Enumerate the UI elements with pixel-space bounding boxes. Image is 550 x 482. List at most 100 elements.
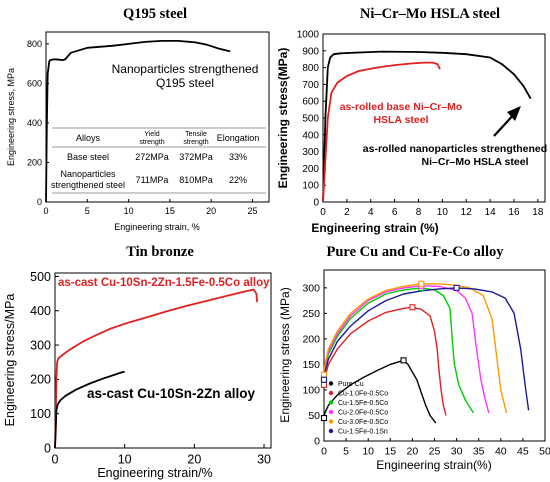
x-tick-label: 12 (461, 207, 473, 218)
annotation-text: Ni–Cr–Mo HSLA steel (422, 156, 529, 168)
y-tick-label: 300 (302, 283, 320, 295)
series-line-0 (323, 359, 437, 424)
x-tick-label: 0 (52, 453, 59, 467)
annotation-text: Nanoparticles strengthened (112, 62, 259, 76)
y-tick-label: 600 (302, 97, 319, 108)
legend-label: Cu-1.0Fe-0.5Co (338, 391, 388, 398)
legend-label: Pure Cu (338, 381, 364, 388)
y-tick-label: 150 (302, 359, 320, 371)
legend-label: Cu-3.0Fe-0.5Co (338, 419, 388, 426)
table-cell: 272MPa (135, 152, 169, 162)
table-header: Yield (144, 131, 159, 138)
x-axis-label: Engineering strain/% (97, 466, 212, 480)
y-tick-label: 50 (308, 410, 320, 422)
panel-pure-cu: Pure Cu and Cu-Fe-Co alloy 0 5 10 15 20 25 30 3… (275, 241, 550, 482)
x-axis-label: Engineering strain(%) (376, 458, 491, 472)
table-cell: 372MPa (179, 152, 213, 162)
x-tick-label: 16 (508, 207, 520, 218)
y-tick-label: 400 (30, 304, 51, 318)
x-tick-label: 30 (451, 446, 463, 458)
legend-swatch (328, 419, 334, 424)
chart-title: Ni–Cr–Mo HSLA steel (359, 6, 501, 22)
y-tick-label: 100 (30, 407, 51, 421)
y-axis-label: Engineering stress/MPa (3, 294, 17, 427)
series-label: as-cast Cu-10Sn-2Zn alloy (87, 386, 256, 401)
series-line-0 (54, 288, 258, 449)
data-marker (320, 376, 328, 383)
chart-title: Q195 steel (122, 6, 188, 22)
x-tick-label: 20 (407, 446, 419, 458)
x-tick-label: 20 (187, 453, 201, 467)
x-tick-label: 8 (416, 207, 422, 218)
y-tick-label: 400 (302, 130, 319, 141)
x-tick-label: 0 (321, 446, 327, 458)
series-line-0 (322, 50, 532, 203)
chart-q195: 0 5 10 15 20 25 0 200 400 600 800 Engineering strai… (6, 31, 270, 232)
y-tick-label: 500 (302, 114, 319, 125)
y-tick-label: 900 (302, 46, 319, 57)
x-tick-label: 18 (532, 207, 544, 218)
x-tick-label: 50 (539, 446, 550, 458)
x-tick-label: 25 (247, 206, 257, 216)
y-tick-label: 0 (37, 197, 42, 207)
x-tick-label: 45 (517, 446, 529, 458)
x-tick-label: 5 (343, 446, 349, 458)
table-header: Elongation (217, 133, 260, 143)
y-tick-label: 800 (27, 39, 42, 49)
legend-label: Cu-1.5Fe-0.1Sn (338, 429, 388, 436)
legend-label: Cu-2.0Fe-0.5Co (338, 410, 388, 417)
x-tick-label: 10 (124, 206, 134, 216)
table-cell: 810MPa (179, 175, 213, 185)
x-tick-label: 10 (362, 446, 374, 458)
x-tick-label: 4 (368, 207, 374, 218)
y-axis-label: Engineering stress, MPa (6, 68, 16, 166)
y-axis-label: Engineering stress (MPa) (278, 287, 292, 422)
plot-frame (45, 31, 270, 203)
data-marker (409, 304, 416, 311)
data-marker (400, 357, 407, 364)
x-tick-label: 15 (384, 446, 396, 458)
x-tick-label: 10 (437, 207, 449, 218)
legend-swatch (328, 409, 334, 415)
y-tick-label: 700 (302, 80, 319, 91)
x-tick-label: 0 (320, 207, 326, 218)
panel-tinbronze: Tin bronze 0 10 20 30 0 100 200 300 400 500 Engine… (0, 241, 275, 482)
x-tick-label: 14 (485, 207, 497, 218)
y-tick-label: 200 (302, 164, 319, 175)
x-tick-label: 5 (85, 206, 90, 216)
chart-title: Pure Cu and Cu-Fe-Co alloy (326, 244, 504, 260)
annotation-arrowhead (507, 106, 521, 121)
x-axis-label: Engineering strain (%) (311, 221, 438, 235)
annotation-text: HSLA steel (373, 114, 428, 126)
series-label: as-cast Cu-10Sn-2Zn-1.5Fe-0.5Co alloy (58, 277, 270, 289)
table-cell: 711MPa (136, 175, 169, 185)
y-tick-label: 200 (302, 334, 320, 346)
y-tick-label: 300 (302, 147, 319, 158)
y-tick-label: 800 (302, 63, 319, 74)
series-line-1 (322, 61, 441, 203)
y-tick-label: 200 (27, 158, 42, 168)
chart-nicrmo: 0 2 4 6 8 10 12 14 16 18 0 100 200 300 400 500 600 700 800… (276, 30, 547, 236)
table-cell: strengthened steel (51, 180, 125, 190)
x-tick-label: 30 (257, 453, 271, 467)
x-tick-label: 35 (473, 446, 485, 458)
chart-title: Tin bronze (126, 244, 194, 260)
table-header: Tensile (185, 131, 207, 138)
data-marker (453, 284, 460, 291)
data-marker (418, 280, 425, 287)
annotation-text: as-rolled base Ni–Cr–Mo (340, 101, 463, 113)
y-tick-label: 500 (30, 270, 51, 284)
x-tick-label: 2 (344, 207, 350, 218)
series-line-5 (323, 287, 530, 411)
data-marker (320, 414, 328, 422)
x-tick-label: 6 (392, 207, 398, 218)
table-header: strength (183, 139, 208, 146)
table-cell: 22% (229, 175, 247, 185)
y-axis-label: Engineering stress(MPa) (276, 48, 290, 189)
y-tick-label: 0 (44, 441, 51, 455)
plot-frame (54, 272, 272, 449)
legend-swatch (328, 400, 334, 405)
y-tick-label: 300 (30, 338, 51, 352)
annotation-text: Q195 steel (156, 76, 214, 90)
